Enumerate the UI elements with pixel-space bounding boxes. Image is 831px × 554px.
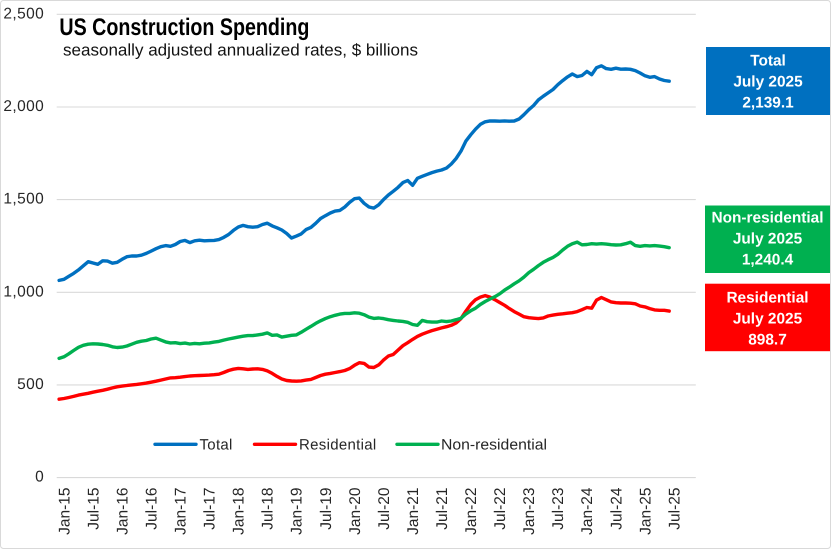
svg-text:US Construction Spending: US Construction Spending (59, 14, 309, 41)
svg-text:July 2025: July 2025 (733, 230, 803, 247)
svg-text:Jan-16: Jan-16 (114, 488, 131, 535)
svg-text:Jul-21: Jul-21 (434, 488, 451, 530)
svg-text:Jul-18: Jul-18 (260, 488, 277, 530)
svg-text:Jul-24: Jul-24 (608, 487, 625, 530)
svg-text:Jul-17: Jul-17 (202, 488, 219, 530)
svg-text:Total: Total (750, 52, 786, 69)
svg-text:Jul-22: Jul-22 (492, 488, 509, 530)
svg-text:1,500: 1,500 (3, 191, 44, 208)
svg-text:Non-residential: Non-residential (441, 437, 547, 454)
svg-text:Jul-15: Jul-15 (85, 488, 102, 530)
svg-text:Jan-19: Jan-19 (289, 488, 306, 535)
svg-text:Non-residential: Non-residential (711, 209, 823, 226)
svg-text:2,139.1: 2,139.1 (742, 94, 794, 111)
svg-text:Jul-16: Jul-16 (144, 488, 161, 530)
svg-text:Jan-25: Jan-25 (637, 488, 654, 535)
svg-text:500: 500 (17, 376, 44, 393)
svg-text:Jul-25: Jul-25 (666, 488, 683, 530)
svg-text:Jan-22: Jan-22 (463, 488, 480, 535)
svg-text:Jan-21: Jan-21 (405, 488, 422, 535)
svg-text:Total: Total (200, 437, 233, 454)
svg-text:Jan-23: Jan-23 (521, 488, 538, 535)
svg-text:Residential: Residential (726, 290, 808, 307)
svg-text:Jan-20: Jan-20 (347, 487, 364, 535)
svg-text:2,000: 2,000 (3, 98, 44, 115)
svg-text:Jul-19: Jul-19 (318, 488, 335, 530)
svg-text:Jul-23: Jul-23 (550, 488, 567, 530)
svg-text:Jan-18: Jan-18 (231, 488, 248, 535)
svg-text:Jan-15: Jan-15 (56, 488, 73, 535)
svg-text:2,500: 2,500 (3, 5, 44, 22)
svg-text:Residential: Residential (299, 437, 377, 454)
svg-text:0: 0 (35, 469, 44, 486)
svg-text:Jul-20: Jul-20 (376, 487, 393, 530)
svg-text:898.7: 898.7 (748, 332, 787, 349)
svg-text:July 2025: July 2025 (733, 311, 803, 328)
svg-text:Jan-24: Jan-24 (579, 487, 596, 535)
svg-text:1,240.4: 1,240.4 (742, 251, 794, 268)
svg-text:seasonally adjusted annualized: seasonally adjusted annualized rates, $ … (63, 41, 418, 60)
svg-text:1,000: 1,000 (3, 283, 44, 300)
svg-text:Jan-17: Jan-17 (173, 488, 190, 535)
svg-text:July 2025: July 2025 (733, 73, 803, 90)
